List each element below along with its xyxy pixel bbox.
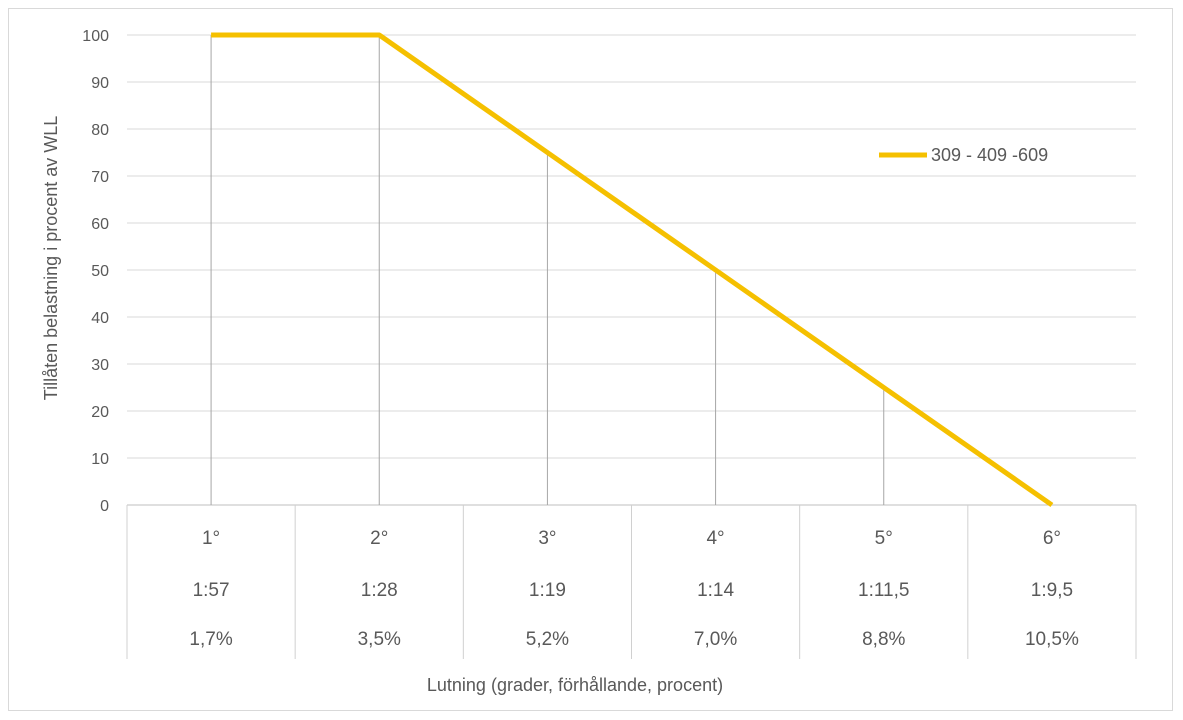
y-tick-label: 20 bbox=[91, 404, 109, 421]
category-label: 5° bbox=[875, 528, 893, 549]
category-label: 1:57 bbox=[193, 580, 230, 601]
chart-frame: 0 10 20 30 40 50 60 70 80 90 100 1° 1:57 1,7% 2° 1:28 3… bbox=[8, 8, 1173, 711]
y-tick-label: 30 bbox=[91, 357, 109, 374]
x-axis-title: Lutning (grader, förhållande, procent) bbox=[427, 675, 723, 695]
y-tick-label: 80 bbox=[91, 122, 109, 139]
category-label: 6° bbox=[1043, 528, 1061, 549]
category-label: 3,5% bbox=[358, 629, 401, 650]
legend-label: 309 - 409 -609 bbox=[931, 145, 1048, 165]
y-tick-label: 0 bbox=[100, 498, 109, 515]
chart-area: 0 10 20 30 40 50 60 70 80 90 100 1° 1:57 1,7% 2° 1:28 3… bbox=[41, 28, 1137, 695]
category-label: 1,7% bbox=[189, 629, 232, 650]
y-tick-label: 70 bbox=[91, 169, 109, 186]
category-label: 4° bbox=[706, 528, 724, 549]
y-tick-label: 60 bbox=[91, 216, 109, 233]
category-label: 10,5% bbox=[1025, 629, 1079, 650]
category-label: 1:9,5 bbox=[1031, 580, 1073, 601]
y-tick-label: 40 bbox=[91, 310, 109, 327]
category-label: 5,2% bbox=[526, 629, 569, 650]
category-label: 2° bbox=[370, 528, 388, 549]
y-axis-title: Tillåten belastning i procent av WLL bbox=[41, 116, 61, 400]
category-label: 3° bbox=[538, 528, 556, 549]
y-tick-label: 100 bbox=[82, 28, 109, 45]
category-label: 7,0% bbox=[694, 629, 737, 650]
category-label: 8,8% bbox=[862, 629, 905, 650]
category-label: 1° bbox=[202, 528, 220, 549]
category-label: 1:11,5 bbox=[858, 580, 909, 601]
category-label: 1:19 bbox=[529, 580, 566, 601]
category-label: 1:14 bbox=[697, 580, 734, 601]
y-tick-label: 90 bbox=[91, 75, 109, 92]
y-tick-label: 50 bbox=[91, 263, 109, 280]
series-line bbox=[211, 32, 1054, 508]
y-tick-label: 10 bbox=[91, 451, 109, 468]
category-label: 1:28 bbox=[361, 580, 398, 601]
